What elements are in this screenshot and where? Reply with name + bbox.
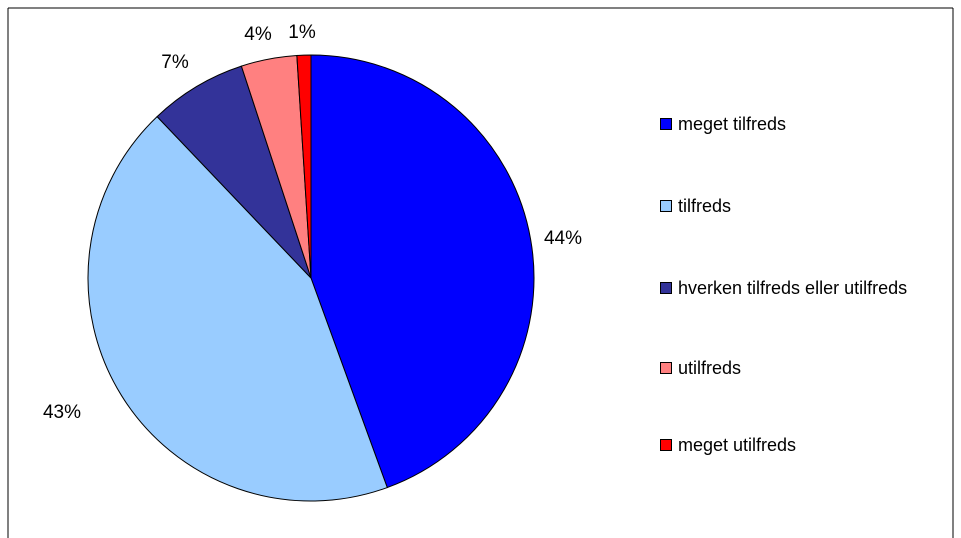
legend-swatch xyxy=(660,118,672,130)
legend-swatch xyxy=(660,439,672,451)
legend-swatch xyxy=(660,362,672,374)
legend-swatch xyxy=(660,200,672,212)
data-label-hverken-tilfreds-eller-utilfreds: 7% xyxy=(161,52,189,73)
data-label-meget-tilfreds: 44% xyxy=(544,228,582,249)
legend-item-tilfreds: tilfreds xyxy=(660,195,731,217)
pie-slice-meget-tilfreds xyxy=(310,54,535,489)
legend-item-meget-tilfreds: meget tilfreds xyxy=(660,113,786,135)
legend-item-utilfreds: utilfreds xyxy=(660,357,741,379)
pie-data-labels: 44% 43% 7% 4% 1% xyxy=(43,22,582,423)
legend-swatch xyxy=(660,282,672,294)
pie-slice-tilfreds xyxy=(87,115,388,502)
legend-label: meget tilfreds xyxy=(678,113,787,134)
data-label-meget-utilfreds: 1% xyxy=(288,22,316,43)
legend-label: tilfreds xyxy=(678,195,732,216)
legend-label: meget utilfreds xyxy=(678,434,797,455)
legend-item-hverken-tilfreds-eller-utilfreds: hverken tilfreds eller utilfreds xyxy=(660,277,907,299)
pie-slice-meget-utilfreds xyxy=(296,54,312,279)
legend-label: utilfreds xyxy=(678,357,742,378)
legend-item-meget-utilfreds: meget utilfreds xyxy=(660,434,796,456)
pie-slices xyxy=(87,54,535,502)
data-label-tilfreds: 43% xyxy=(43,402,81,423)
data-label-utilfreds: 4% xyxy=(244,24,272,45)
legend-label: hverken tilfreds eller utilfreds xyxy=(678,277,908,298)
